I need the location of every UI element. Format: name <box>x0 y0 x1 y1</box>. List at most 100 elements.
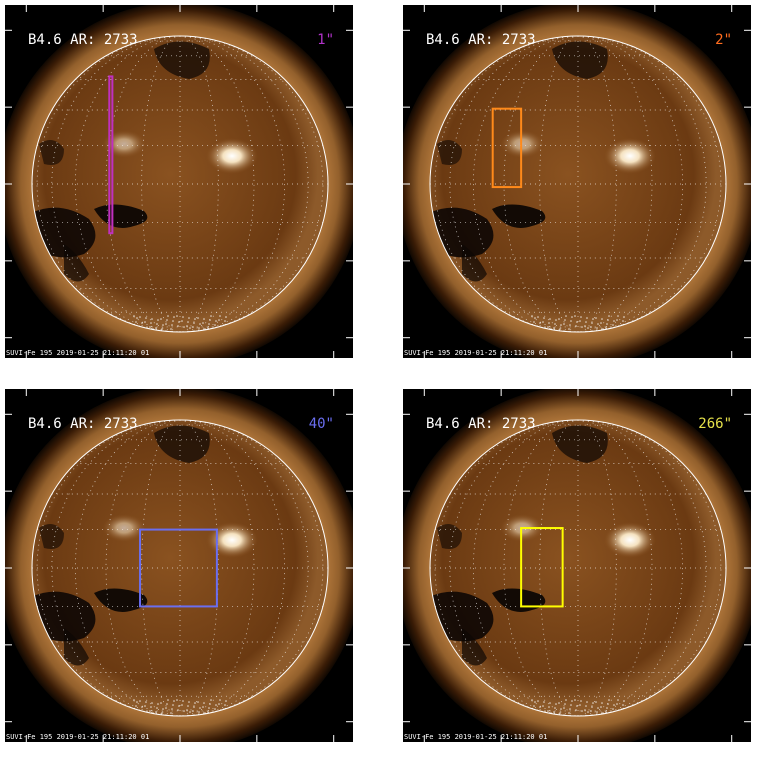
plot-frame <box>4 388 354 743</box>
polar-speckle <box>596 711 598 713</box>
polar-speckle <box>144 705 146 707</box>
polar-speckle <box>531 699 533 701</box>
polar-speckle <box>203 702 205 704</box>
polar-speckle <box>584 325 586 327</box>
polar-speckle <box>537 700 539 702</box>
polar-speckle <box>151 702 153 704</box>
polar-speckle <box>570 320 572 322</box>
polar-speckle <box>166 319 168 321</box>
coronal-hole <box>552 425 608 463</box>
polar-speckle <box>543 317 545 319</box>
polar-speckle <box>596 327 598 329</box>
polar-speckle <box>613 320 615 322</box>
solar-disk <box>430 36 726 332</box>
polar-speckle <box>592 318 594 320</box>
polar-speckle <box>151 318 153 320</box>
panel-bottom-left: B4.6 AR: 2733 40" SUVI-Fe 195 2019-01-25 2… <box>4 388 354 743</box>
polar-speckle <box>542 321 544 323</box>
y-tick-label: -500 <box>373 254 398 266</box>
polar-speckle <box>547 710 549 712</box>
polar-speckle <box>173 316 175 318</box>
limb-circle <box>429 35 727 333</box>
polar-speckle <box>181 320 183 322</box>
polar-speckle <box>548 706 550 708</box>
coronal-hole <box>64 244 89 282</box>
polar-speckle <box>565 699 567 701</box>
y-tick-label: 0 <box>391 562 398 573</box>
polar-speckle <box>183 326 185 328</box>
polar-speckle <box>214 324 216 326</box>
polar-speckle <box>580 316 582 318</box>
polar-speckle <box>549 318 551 320</box>
polar-speckle <box>208 323 210 325</box>
polar-speckle <box>585 321 587 323</box>
panel-top-left: B4.6 AR: 2733 1" SUVI-Fe 195 2019-01-25 21… <box>4 4 354 359</box>
polar-speckle <box>177 709 179 711</box>
polar-speckle <box>606 707 608 709</box>
polar-speckle <box>616 319 618 321</box>
polar-speckle <box>574 699 576 701</box>
polar-speckle <box>157 319 159 321</box>
polar-speckle <box>178 321 180 323</box>
y-tick-label: -500 <box>373 638 398 650</box>
x-tick-label: 0 <box>176 360 184 371</box>
field-of-view-box <box>520 527 564 608</box>
polar-speckle <box>600 706 602 708</box>
polar-speckle <box>617 699 619 701</box>
polar-speckle <box>165 707 167 709</box>
polar-speckle <box>581 710 583 712</box>
polar-speckle <box>171 324 173 326</box>
polar-speckle <box>199 323 201 325</box>
x-tick-label: -1000 <box>409 360 440 371</box>
polar-speckle <box>613 704 615 706</box>
polar-speckle <box>149 710 151 712</box>
polar-speckle <box>568 328 570 330</box>
polar-speckle <box>135 705 137 707</box>
field-of-view-box <box>139 528 218 608</box>
polar-speckle <box>560 708 562 710</box>
polar-speckle <box>165 323 167 325</box>
polar-speckle <box>181 704 183 706</box>
image-timestamp: SUVI-Fe 195 2019-01-25 21:11:20 01 <box>6 349 150 357</box>
image-timestamp: SUVI-Fe 195 2019-01-25 21:11:20 01 <box>404 349 548 357</box>
polar-speckle <box>547 326 549 328</box>
polar-speckle <box>597 707 599 709</box>
panel-header: B4.6 AR: 2733 <box>28 32 138 48</box>
polar-speckle <box>208 707 210 709</box>
y-tick-label: 0 <box>391 178 398 189</box>
polar-speckle <box>581 326 583 328</box>
polar-speckle <box>133 699 135 701</box>
x-tick-label: -1000 <box>11 360 42 371</box>
axis-ticks <box>4 4 354 359</box>
polar-speckle <box>193 706 195 708</box>
polar-speckle <box>600 322 602 324</box>
polar-speckle <box>141 322 143 324</box>
polar-speckle <box>198 327 200 329</box>
bright-plage <box>102 514 146 542</box>
resolution-label: 1" <box>317 32 334 48</box>
polar-speckle <box>189 711 191 713</box>
polar-speckle <box>192 326 194 328</box>
plot-frame <box>402 388 752 743</box>
coronal-hole <box>462 628 487 666</box>
coronal-hole <box>39 524 64 549</box>
image-timestamp: SUVI-Fe 195 2019-01-25 21:11:20 01 <box>6 733 150 741</box>
polar-speckle <box>189 327 191 329</box>
axis-ticks <box>4 388 354 743</box>
y-tick-label: -1000 <box>367 715 398 727</box>
polar-speckle <box>574 315 576 317</box>
polar-speckle <box>555 703 557 705</box>
polar-speckle <box>139 700 141 702</box>
polar-speckle <box>569 324 571 326</box>
polar-speckle <box>224 320 226 322</box>
panel-bottom-right: B4.6 AR: 2733 266" SUVI-Fe 195 2019-01-25 … <box>402 388 752 743</box>
polar-speckle <box>145 317 147 319</box>
solar-disk <box>32 36 328 332</box>
polar-speckle <box>548 322 550 324</box>
polar-speckle <box>606 323 608 325</box>
polar-speckle <box>193 322 195 324</box>
polar-speckle <box>601 702 603 704</box>
polar-speckle <box>563 707 565 709</box>
polar-speckle <box>571 700 573 702</box>
polar-speckle <box>592 702 594 704</box>
